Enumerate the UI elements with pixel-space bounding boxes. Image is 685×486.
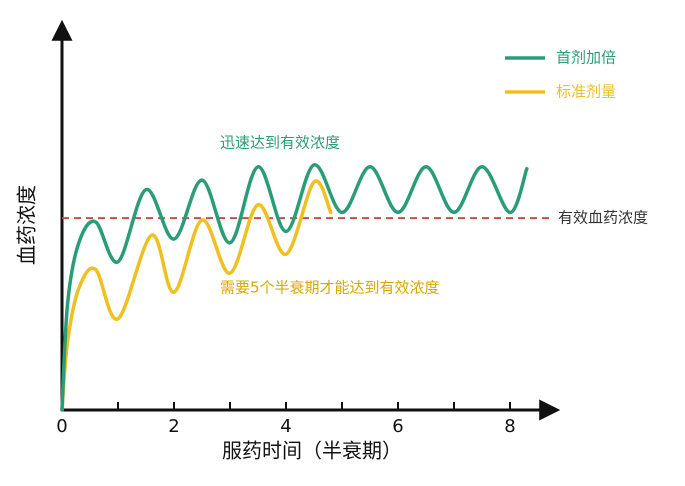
x-tick-label: 2 (168, 416, 179, 437)
threshold-label: 有效血药浓度 (558, 209, 648, 227)
annotation: 需要5个半衰期才能达到有效浓度 (220, 279, 440, 297)
x-axis-label: 服药时间（半衰期） (222, 439, 402, 463)
x-tick-label: 8 (504, 416, 515, 437)
line-series (60, 179, 333, 412)
x-tick-label: 4 (280, 416, 291, 437)
line-series (60, 163, 529, 412)
legend-label: 首剂加倍 (556, 49, 616, 67)
x-tick-label: 6 (392, 416, 403, 437)
annotation: 迅速达到有效浓度 (220, 134, 340, 152)
legend-label: 标准剂量 (556, 83, 616, 101)
x-tick-label: 0 (56, 416, 67, 437)
y-axis-label: 血药浓度 (15, 185, 39, 265)
